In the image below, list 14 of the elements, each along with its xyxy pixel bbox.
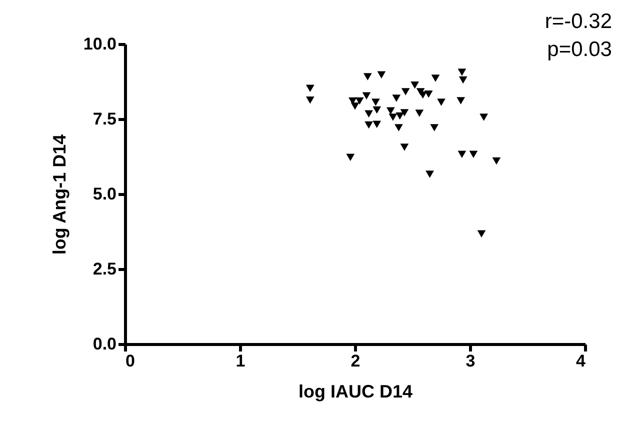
y-axis-title: log Ang-1 D14 (49, 134, 70, 255)
text: r=-0.32 (544, 10, 612, 33)
y-tick-label: 0.0 (92, 334, 116, 354)
x-tick-label: 3 (466, 352, 476, 370)
x-tick-label: 4 (576, 352, 586, 370)
x-tick-label: 0 (126, 352, 135, 370)
x-tick-label: 1 (236, 352, 246, 370)
y-tick-label: 10.0 (83, 34, 116, 54)
annotation: p=0.03 (547, 38, 612, 61)
x-axis-title: log IAUC D14 (298, 382, 413, 402)
y-tick-label: 7.5 (92, 110, 116, 128)
y-tick-label: 2.5 (92, 260, 116, 278)
x-tick-label: 2 (350, 352, 360, 370)
y-tick-label: 5.0 (92, 184, 116, 204)
